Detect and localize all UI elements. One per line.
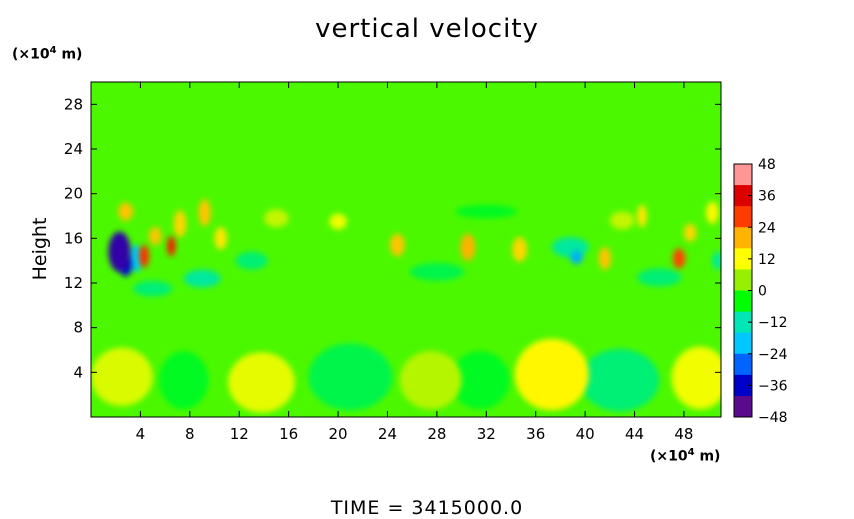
heatmap-feature [389, 233, 405, 257]
y-tick-label: 8 [73, 319, 83, 337]
heatmap-feature [399, 351, 462, 410]
x-tick-label: 40 [576, 425, 595, 443]
heatmap-feature [128, 245, 143, 272]
chart-title: vertical velocity [315, 14, 539, 44]
colorbar-band [734, 290, 752, 313]
heatmap-feature [570, 250, 583, 265]
plot-frame [90, 81, 722, 418]
colorbar-band [734, 185, 752, 207]
heatmap-feature [598, 247, 612, 270]
heatmap-feature [214, 227, 227, 250]
heatmap-feature [166, 236, 176, 257]
heatmap-feature [183, 269, 221, 288]
x-tick-label: 4 [136, 425, 146, 443]
colorbar-tick-label: −12 [758, 315, 788, 331]
colorbar-tick-label: 0 [758, 284, 767, 300]
colorbar-tick-label: 12 [758, 252, 776, 268]
heatmap-feature [409, 262, 465, 281]
heatmap-feature [329, 213, 347, 230]
x-tick-label: 12 [230, 425, 249, 443]
colorbar-tick-label: −24 [758, 347, 788, 363]
heatmap-feature [149, 227, 162, 246]
y-tick-label: 28 [64, 95, 83, 113]
heatmap-feature [91, 347, 153, 406]
x-axis-unit: (×104 m) [650, 447, 721, 465]
y-tick-label: 20 [64, 185, 83, 203]
colorbar-band [734, 311, 752, 334]
colorbar-tick-label: 48 [758, 157, 776, 173]
heatmap-feature [580, 348, 660, 412]
heatmap-feature [118, 202, 133, 221]
heatmap-feature [460, 233, 476, 261]
colorbar-band [734, 353, 752, 376]
heatmap-feature [198, 199, 211, 227]
heatmap-feature [228, 352, 295, 413]
y-tick-label: 12 [64, 274, 83, 292]
heatmap-feature [683, 223, 697, 242]
colorbar-tick-label: −48 [758, 410, 788, 426]
colorbar-band [734, 206, 752, 228]
colorbar-band [734, 248, 752, 270]
x-tick-label: 16 [279, 425, 298, 443]
heatmap-feature [637, 268, 682, 287]
colorbar-band [734, 164, 752, 186]
heatmap-feature [637, 204, 647, 228]
colorbar-band [734, 395, 752, 418]
x-tick-label: 20 [329, 425, 348, 443]
colorbar-band [734, 332, 752, 355]
heatmap-feature [158, 351, 209, 410]
x-tick-label: 28 [427, 425, 446, 443]
heatmap-feature [308, 343, 393, 411]
x-tick-label: 8 [185, 425, 195, 443]
heatmap-feature [514, 338, 589, 411]
heatmap-feature [671, 346, 721, 410]
y-tick-label: 24 [64, 140, 83, 158]
x-tick-label: 44 [625, 425, 644, 443]
colorbar-tick-label: 24 [758, 220, 776, 236]
heatmap-feature [609, 211, 635, 230]
heatmap-feature [672, 248, 686, 269]
colorbar-band [734, 269, 752, 291]
heatmap-feature [139, 245, 150, 268]
heatmap-feature [455, 204, 518, 219]
heatmap-feature [551, 237, 589, 258]
time-footer: TIME = 3415000.0 [330, 497, 524, 519]
heatmap-feature [263, 209, 289, 228]
heatmap-feature [235, 251, 268, 270]
y-tick-label: 4 [73, 363, 83, 381]
heatmap-feature [706, 201, 719, 224]
x-tick-label: 24 [378, 425, 397, 443]
colorbar-tick-label: 36 [758, 189, 776, 205]
colorbar-tick-label: −36 [758, 378, 788, 394]
heatmap-feature [173, 210, 187, 238]
colorbar-band [734, 227, 752, 249]
heatmap-feature [133, 280, 173, 297]
x-tick-label: 48 [674, 425, 693, 443]
heatmap-cells [91, 199, 721, 413]
y-axis-unit: (×104 m) [12, 45, 83, 63]
heatmap-feature [712, 251, 721, 270]
x-tick-label: 32 [477, 425, 496, 443]
heatmap-feature [512, 237, 528, 262]
heatmap-feature [108, 231, 131, 272]
heatmap-feature [450, 351, 510, 410]
colorbar-band [734, 374, 752, 397]
x-tick-label: 36 [526, 425, 545, 443]
y-tick-label: 16 [64, 229, 83, 247]
